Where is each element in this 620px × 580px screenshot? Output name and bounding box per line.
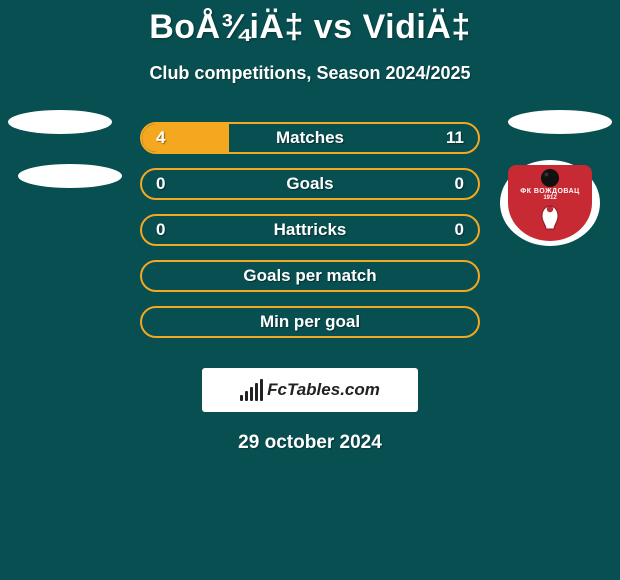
player-right-avatar-top (508, 110, 612, 134)
stat-left-value: 0 (156, 174, 165, 194)
date-label: 29 october 2024 (238, 432, 382, 454)
soccer-ball-icon (541, 169, 559, 187)
stat-right-value: 0 (455, 220, 464, 240)
stat-label: Matches (276, 128, 344, 148)
crest-name: ФК ВОЖДОВАЦ (520, 188, 580, 195)
bar (240, 395, 243, 401)
subtitle: Club competitions, Season 2024/2025 (149, 63, 470, 84)
crest-year: 1912 (543, 195, 556, 201)
stat-label: Hattricks (274, 220, 347, 240)
player-left-avatar-top (8, 110, 112, 134)
stat-right-value: 0 (455, 174, 464, 194)
stat-left-value: 0 (156, 220, 165, 240)
stats-area: ФК ВОЖДОВАЦ 1912 4 Matches 11 (0, 122, 620, 352)
stat-row-goals-per-match: Goals per match (0, 260, 620, 292)
bar-chart-icon (240, 379, 263, 401)
bar (250, 387, 253, 401)
brand-box[interactable]: FcTables.com (202, 368, 418, 412)
brand-text: FcTables.com (267, 380, 380, 400)
bar (245, 391, 248, 401)
stat-pill: 0 Goals 0 (140, 168, 480, 200)
stat-label: Goals per match (243, 266, 376, 286)
stat-pill: 4 Matches 11 (140, 122, 480, 154)
bar (255, 383, 258, 401)
bar (260, 379, 263, 401)
crest-emblem-icon (533, 203, 567, 231)
player-left-avatar-bottom (18, 164, 122, 188)
stat-row-min-per-goal: Min per goal (0, 306, 620, 338)
page-title: BoÅ¾iÄ‡ vs VidiÄ‡ (149, 8, 471, 47)
stat-pill: 0 Hattricks 0 (140, 214, 480, 246)
team-crest: ФК ВОЖДОВАЦ 1912 (500, 160, 600, 246)
stat-right-value: 11 (446, 128, 464, 148)
stat-pill: Min per goal (140, 306, 480, 338)
stat-label: Goals (286, 174, 333, 194)
stat-left-value: 4 (156, 128, 165, 148)
stat-pill: Goals per match (140, 260, 480, 292)
stat-label: Min per goal (260, 312, 360, 332)
